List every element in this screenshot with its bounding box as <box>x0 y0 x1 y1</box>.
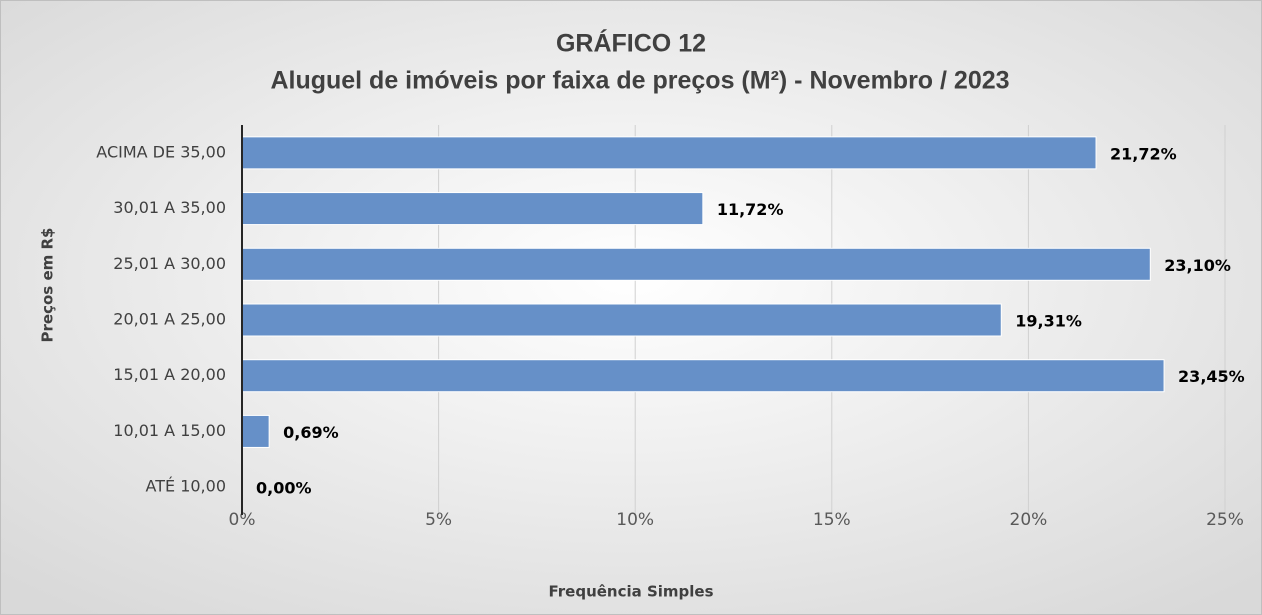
bar <box>241 192 704 226</box>
bar <box>241 247 1151 281</box>
bar <box>241 136 1097 170</box>
x-tick-label: 15% <box>813 510 851 530</box>
x-axis-title: Frequência Simples <box>548 583 713 601</box>
data-label: 19,31% <box>1015 312 1082 331</box>
y-tick-label: 10,01 A 15,00 <box>113 421 226 440</box>
chart-title: GRÁFICO 12 <box>556 29 706 58</box>
data-label: 0,69% <box>283 423 339 442</box>
y-tick-label: 15,01 A 20,00 <box>113 365 226 384</box>
data-label: 23,10% <box>1164 256 1231 275</box>
x-tick-label: 20% <box>1010 510 1048 530</box>
y-tick-label: 25,01 A 30,00 <box>113 254 226 273</box>
y-tick-label: 30,01 A 35,00 <box>113 198 226 217</box>
bar <box>241 414 270 448</box>
data-label: 21,72% <box>1110 144 1177 163</box>
chart-subtitle: Aluguel de imóveis por faixa de preços (… <box>270 67 1009 95</box>
x-tick-label: 0% <box>229 510 256 530</box>
y-tick-label: ATÉ 10,00 <box>146 477 226 496</box>
x-tick-label: 25% <box>1206 510 1244 530</box>
y-tick-label: 20,01 A 25,00 <box>113 310 226 329</box>
bar <box>241 303 1002 337</box>
data-label: 11,72% <box>717 200 784 219</box>
data-label: 23,45% <box>1178 367 1245 386</box>
y-tick-label: ACIMA DE 35,00 <box>96 142 226 161</box>
x-tick-label: 10% <box>616 510 654 530</box>
y-axis-title: Preços em R$ <box>39 228 57 343</box>
bar <box>241 359 1165 393</box>
x-tick-label: 5% <box>425 510 452 530</box>
data-label: 0,00% <box>256 479 312 498</box>
